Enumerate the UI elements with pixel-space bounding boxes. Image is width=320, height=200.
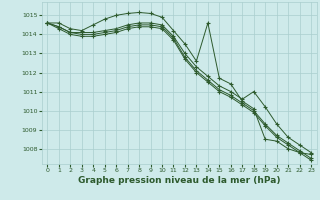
X-axis label: Graphe pression niveau de la mer (hPa): Graphe pression niveau de la mer (hPa): [78, 176, 280, 185]
